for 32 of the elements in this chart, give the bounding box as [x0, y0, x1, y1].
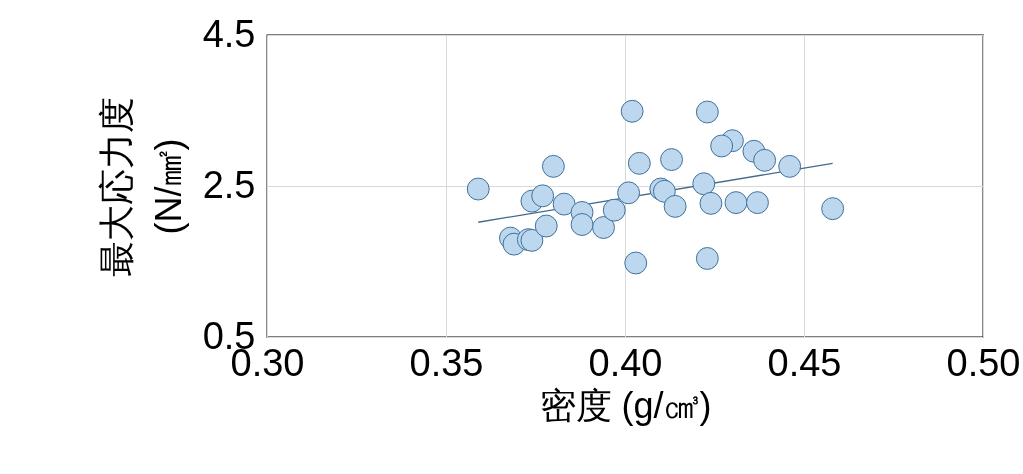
point	[724, 191, 748, 215]
x-tick-label: 0.40	[588, 341, 663, 384]
point	[663, 194, 687, 218]
x-axis-title: 密度 (g/㎤)	[539, 384, 712, 426]
y-tick-label: 4.5	[202, 12, 256, 55]
point	[624, 251, 648, 275]
point	[592, 216, 615, 239]
point	[710, 134, 734, 158]
point	[692, 172, 716, 196]
point	[746, 191, 769, 215]
point	[821, 197, 845, 221]
point	[552, 192, 576, 216]
point	[541, 154, 565, 178]
y-axis-title: 最大応力度 (N/㎟)	[95, 96, 189, 277]
x-tick-label: 0.45	[767, 341, 842, 384]
point	[627, 151, 651, 175]
point	[660, 148, 683, 172]
point	[531, 184, 555, 208]
point	[534, 214, 558, 238]
point	[466, 177, 490, 201]
point	[778, 154, 802, 178]
x-tick-label: 0.50	[946, 341, 1021, 384]
point	[699, 191, 723, 215]
point	[570, 213, 594, 236]
point	[695, 247, 719, 270]
point	[753, 148, 777, 172]
point	[620, 99, 644, 123]
x-tick-label: 0.35	[409, 341, 484, 384]
point	[695, 100, 719, 124]
y-tick-label: 2.5	[202, 163, 256, 206]
point	[602, 198, 626, 222]
point	[617, 181, 641, 205]
